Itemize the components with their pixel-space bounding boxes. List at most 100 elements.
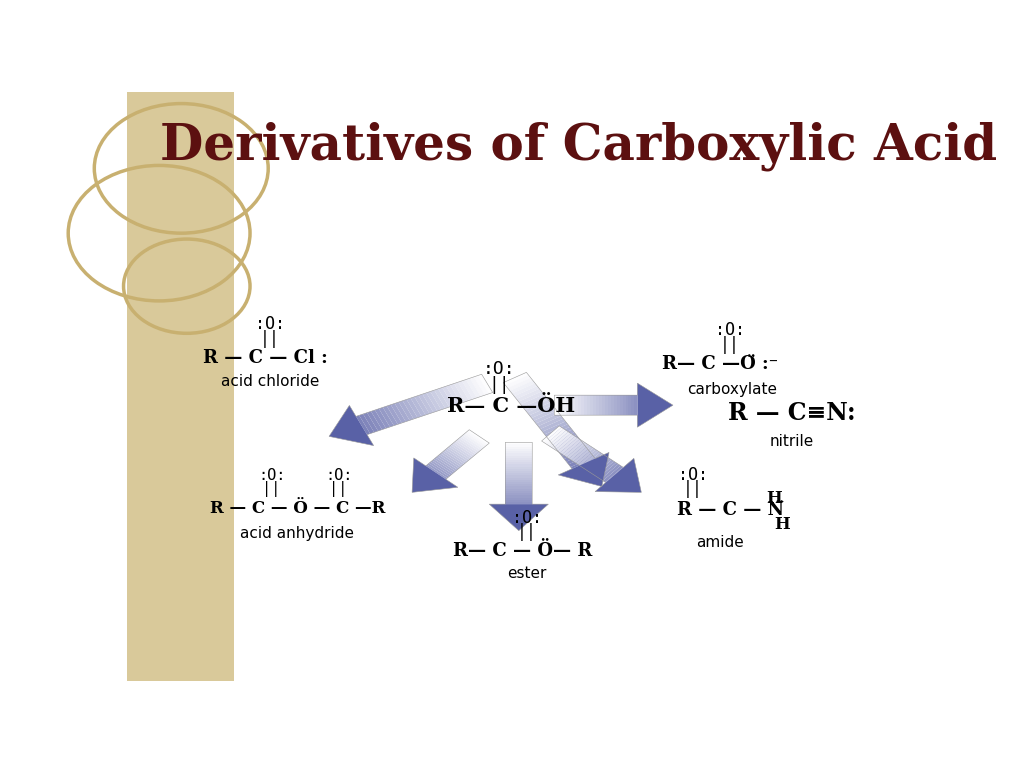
Polygon shape bbox=[594, 458, 641, 493]
Polygon shape bbox=[518, 392, 543, 405]
Polygon shape bbox=[569, 396, 572, 415]
Polygon shape bbox=[504, 487, 532, 489]
Polygon shape bbox=[598, 463, 618, 480]
Polygon shape bbox=[504, 491, 532, 493]
Polygon shape bbox=[568, 454, 593, 467]
Polygon shape bbox=[504, 484, 532, 487]
Polygon shape bbox=[433, 457, 455, 473]
Polygon shape bbox=[523, 397, 547, 410]
Polygon shape bbox=[462, 434, 484, 448]
Polygon shape bbox=[430, 390, 445, 410]
Polygon shape bbox=[450, 444, 472, 458]
Polygon shape bbox=[504, 502, 532, 504]
Polygon shape bbox=[555, 438, 580, 451]
Polygon shape bbox=[504, 482, 532, 484]
Polygon shape bbox=[412, 458, 458, 493]
Polygon shape bbox=[435, 456, 457, 471]
Polygon shape bbox=[520, 394, 545, 407]
Polygon shape bbox=[504, 460, 532, 462]
Polygon shape bbox=[625, 396, 628, 415]
Polygon shape bbox=[386, 405, 401, 425]
Polygon shape bbox=[591, 458, 611, 475]
Polygon shape bbox=[504, 462, 532, 464]
Text: nitrile: nitrile bbox=[768, 434, 813, 448]
Polygon shape bbox=[410, 397, 425, 416]
Polygon shape bbox=[601, 396, 604, 415]
Polygon shape bbox=[453, 441, 476, 456]
Polygon shape bbox=[557, 441, 582, 454]
Polygon shape bbox=[587, 455, 606, 472]
Polygon shape bbox=[557, 452, 608, 487]
Polygon shape bbox=[559, 443, 585, 456]
Polygon shape bbox=[550, 432, 576, 445]
Polygon shape bbox=[359, 414, 374, 434]
Polygon shape bbox=[572, 396, 575, 415]
Polygon shape bbox=[432, 459, 453, 474]
Polygon shape bbox=[504, 449, 532, 451]
Polygon shape bbox=[504, 471, 532, 474]
Polygon shape bbox=[595, 396, 598, 415]
Text: amide: amide bbox=[696, 535, 744, 550]
Polygon shape bbox=[440, 452, 462, 467]
Polygon shape bbox=[628, 396, 631, 415]
Polygon shape bbox=[566, 396, 569, 415]
Polygon shape bbox=[566, 451, 591, 464]
Text: ||: || bbox=[682, 480, 702, 499]
Polygon shape bbox=[535, 413, 560, 426]
Text: ||: || bbox=[260, 330, 279, 348]
Polygon shape bbox=[512, 383, 537, 396]
Polygon shape bbox=[589, 396, 592, 415]
Polygon shape bbox=[458, 381, 473, 400]
Polygon shape bbox=[559, 396, 562, 415]
Text: ||: || bbox=[517, 522, 536, 541]
Polygon shape bbox=[552, 435, 578, 448]
Polygon shape bbox=[459, 437, 480, 451]
Polygon shape bbox=[504, 454, 532, 455]
Polygon shape bbox=[543, 428, 564, 444]
Polygon shape bbox=[531, 408, 556, 421]
Polygon shape bbox=[438, 388, 452, 407]
Polygon shape bbox=[619, 396, 622, 415]
Text: R— C — Ö— R: R— C — Ö— R bbox=[452, 542, 592, 560]
Polygon shape bbox=[438, 454, 461, 468]
Text: ||: || bbox=[719, 336, 739, 354]
Polygon shape bbox=[466, 431, 487, 446]
Polygon shape bbox=[575, 448, 595, 464]
Text: Derivatives of Carboxylic Acid: Derivatives of Carboxylic Acid bbox=[159, 121, 996, 171]
Polygon shape bbox=[504, 444, 532, 447]
Polygon shape bbox=[504, 497, 532, 500]
Polygon shape bbox=[505, 375, 530, 388]
Polygon shape bbox=[607, 396, 610, 415]
Polygon shape bbox=[559, 438, 579, 454]
Polygon shape bbox=[578, 396, 581, 415]
Polygon shape bbox=[589, 457, 608, 474]
Polygon shape bbox=[458, 438, 479, 453]
Polygon shape bbox=[569, 444, 588, 461]
Text: :O:: :O: bbox=[325, 468, 353, 483]
Polygon shape bbox=[631, 396, 634, 415]
Polygon shape bbox=[448, 445, 471, 460]
Polygon shape bbox=[570, 457, 595, 469]
Text: :O:: :O: bbox=[258, 468, 285, 483]
Polygon shape bbox=[600, 464, 620, 480]
Polygon shape bbox=[470, 377, 484, 396]
Polygon shape bbox=[561, 446, 587, 459]
Polygon shape bbox=[504, 442, 532, 444]
Polygon shape bbox=[527, 402, 552, 415]
Polygon shape bbox=[378, 408, 393, 427]
Polygon shape bbox=[504, 475, 532, 477]
Polygon shape bbox=[504, 480, 532, 482]
Polygon shape bbox=[554, 435, 575, 451]
Text: R — C — Cl :: R — C — Cl : bbox=[203, 349, 328, 367]
Polygon shape bbox=[414, 396, 429, 415]
Polygon shape bbox=[554, 396, 556, 415]
Polygon shape bbox=[504, 477, 532, 480]
Polygon shape bbox=[455, 440, 477, 454]
Polygon shape bbox=[571, 445, 590, 461]
Text: :O:: :O: bbox=[714, 321, 744, 340]
Polygon shape bbox=[489, 504, 548, 531]
Polygon shape bbox=[329, 405, 373, 445]
Polygon shape bbox=[504, 474, 532, 475]
Polygon shape bbox=[447, 447, 469, 461]
Polygon shape bbox=[637, 383, 673, 427]
